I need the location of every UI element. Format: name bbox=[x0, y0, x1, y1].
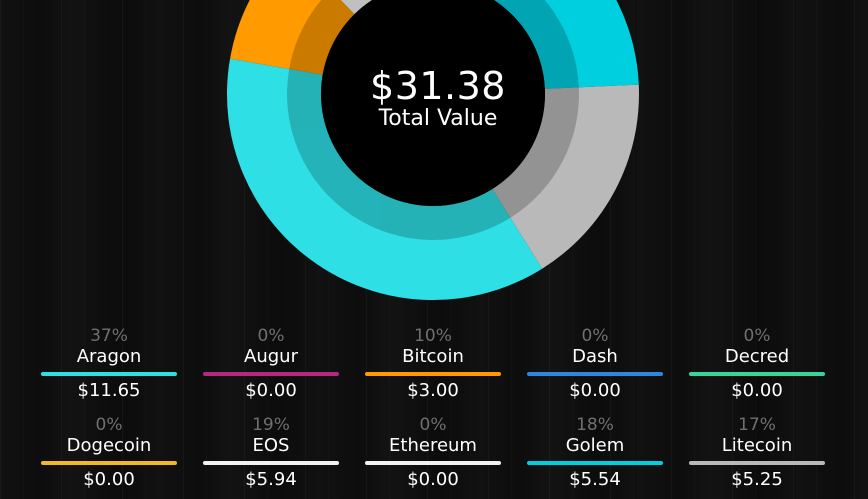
donut-center-hole bbox=[321, 0, 545, 206]
coin-percent: 0% bbox=[743, 326, 771, 346]
coin-item-dogecoin[interactable]: 0% Dogecoin $0.00 bbox=[28, 415, 190, 499]
donut-inner-ring-bitcoin bbox=[289, 0, 355, 75]
coin-value: $11.65 bbox=[77, 380, 141, 401]
coin-color-bar bbox=[203, 461, 339, 465]
coin-percent: 0% bbox=[581, 326, 609, 346]
coin-item-litecoin[interactable]: 17% Litecoin $5.25 bbox=[676, 415, 838, 499]
coin-value: $0.00 bbox=[83, 469, 135, 490]
coin-legend: 37% Aragon $11.65 0% Augur $0.00 10% Bit… bbox=[28, 326, 838, 499]
portfolio-donut-chart bbox=[226, 0, 639, 301]
coin-name: Augur bbox=[244, 346, 298, 367]
coin-item-dash[interactable]: 0% Dash $0.00 bbox=[514, 326, 676, 415]
donut-slice-eos[interactable] bbox=[289, 0, 515, 15]
coin-percent: 19% bbox=[252, 415, 290, 435]
coin-color-bar bbox=[365, 372, 501, 376]
coin-color-bar bbox=[203, 372, 339, 376]
coin-value: $0.00 bbox=[407, 469, 459, 490]
donut-inner-ring-litecoin bbox=[492, 87, 579, 218]
coin-value: $5.54 bbox=[569, 469, 621, 490]
coin-color-bar bbox=[689, 372, 825, 376]
coin-name: Dash bbox=[572, 346, 618, 367]
coin-color-bar bbox=[527, 372, 663, 376]
coin-item-augur[interactable]: 0% Augur $0.00 bbox=[190, 326, 352, 415]
coin-percent: 37% bbox=[90, 326, 128, 346]
coin-item-bitcoin[interactable]: 10% Bitcoin $3.00 bbox=[352, 326, 514, 415]
coin-value: $5.94 bbox=[245, 469, 297, 490]
coin-percent: 0% bbox=[95, 415, 123, 435]
donut-inner-ring-eos bbox=[340, 0, 373, 15]
coin-item-aragon[interactable]: 37% Aragon $11.65 bbox=[28, 326, 190, 415]
coin-value: $0.00 bbox=[731, 380, 783, 401]
coin-percent: 17% bbox=[738, 415, 776, 435]
donut-slice-litecoin[interactable] bbox=[492, 84, 639, 269]
coin-name: Bitcoin bbox=[402, 346, 464, 367]
total-value-label: Total Value bbox=[378, 106, 498, 131]
coin-item-decred[interactable]: 0% Decred $0.00 bbox=[676, 326, 838, 415]
donut-slice-golem[interactable] bbox=[477, 0, 639, 89]
total-value-amount: $31.38 bbox=[370, 64, 506, 108]
coin-value: $0.00 bbox=[569, 380, 621, 401]
coin-item-ethereum[interactable]: 0% Ethereum $0.00 bbox=[352, 415, 514, 499]
coin-percent: 0% bbox=[419, 415, 447, 435]
coin-color-bar bbox=[689, 461, 825, 465]
coin-name: Golem bbox=[565, 435, 625, 456]
coin-value: $0.00 bbox=[245, 380, 297, 401]
donut-inner-ring-golem bbox=[493, 0, 579, 89]
donut-slice-aragon[interactable] bbox=[226, 58, 543, 301]
coin-color-bar bbox=[365, 461, 501, 465]
coin-item-golem[interactable]: 18% Golem $5.54 bbox=[514, 415, 676, 499]
coin-item-eos[interactable]: 19% EOS $5.94 bbox=[190, 415, 352, 499]
coin-percent: 10% bbox=[414, 326, 452, 346]
donut-slice-bitcoin[interactable] bbox=[230, 0, 355, 75]
coin-name: Dogecoin bbox=[66, 435, 152, 456]
coin-name: Litecoin bbox=[721, 435, 793, 456]
coin-color-bar bbox=[41, 461, 177, 465]
coin-percent: 0% bbox=[257, 326, 285, 346]
donut-inner-ring-aragon bbox=[287, 68, 511, 240]
coin-value: $5.25 bbox=[731, 469, 783, 490]
coin-percent: 18% bbox=[576, 415, 614, 435]
coin-name: Ethereum bbox=[389, 435, 477, 456]
coin-name: Aragon bbox=[76, 346, 142, 367]
coin-color-bar bbox=[527, 461, 663, 465]
coin-name: EOS bbox=[252, 435, 290, 456]
coin-value: $3.00 bbox=[407, 380, 459, 401]
coin-color-bar bbox=[41, 372, 177, 376]
coin-name: Decred bbox=[724, 346, 790, 367]
